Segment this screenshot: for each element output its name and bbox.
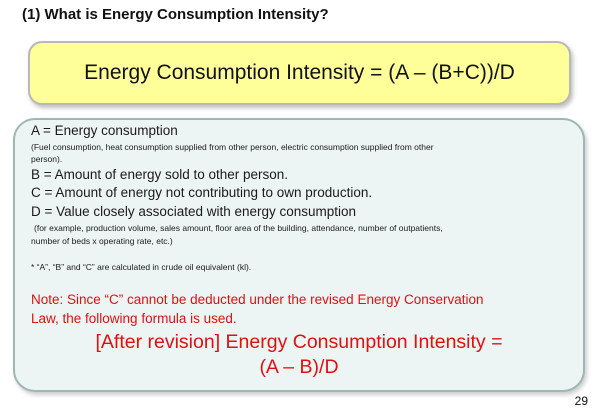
definition-d: D = Value closely associated with energy… (31, 204, 357, 219)
definition-a-detail-2: person). (31, 154, 63, 164)
definition-b: B = Amount of energy sold to other perso… (31, 167, 289, 182)
revised-formula-line-2: (A – B)/D (259, 356, 339, 378)
definition-a-detail-1: (Fuel consumption, heat consumption supp… (31, 142, 434, 152)
definition-a: A = Energy consumption (31, 123, 178, 138)
revised-formula-line-1: [After revision] Energy Consumption Inte… (95, 331, 503, 353)
page-heading: (1) What is Energy Consumption Intensity… (22, 6, 329, 23)
definitions-box (13, 118, 585, 392)
formula-box: Energy Consumption Intensity = (A – (B+C… (28, 41, 571, 105)
definition-c: C = Amount of energy not contributing to… (31, 185, 373, 200)
definition-d-detail-2: number of beds x operating rate, etc.) (31, 236, 173, 246)
definition-d-detail-1: (for example, production volume, sales a… (34, 223, 443, 233)
footnote: * “A”, “B” and “C” are calculated in cru… (31, 262, 252, 272)
formula-text: Energy Consumption Intensity = (A – (B+C… (84, 61, 515, 84)
revision-note-line-2: Law, the following formula is used. (31, 311, 237, 326)
revision-note-line-1: Note: Since “C” cannot be deducted under… (31, 292, 484, 307)
page-number: 29 (574, 394, 588, 408)
